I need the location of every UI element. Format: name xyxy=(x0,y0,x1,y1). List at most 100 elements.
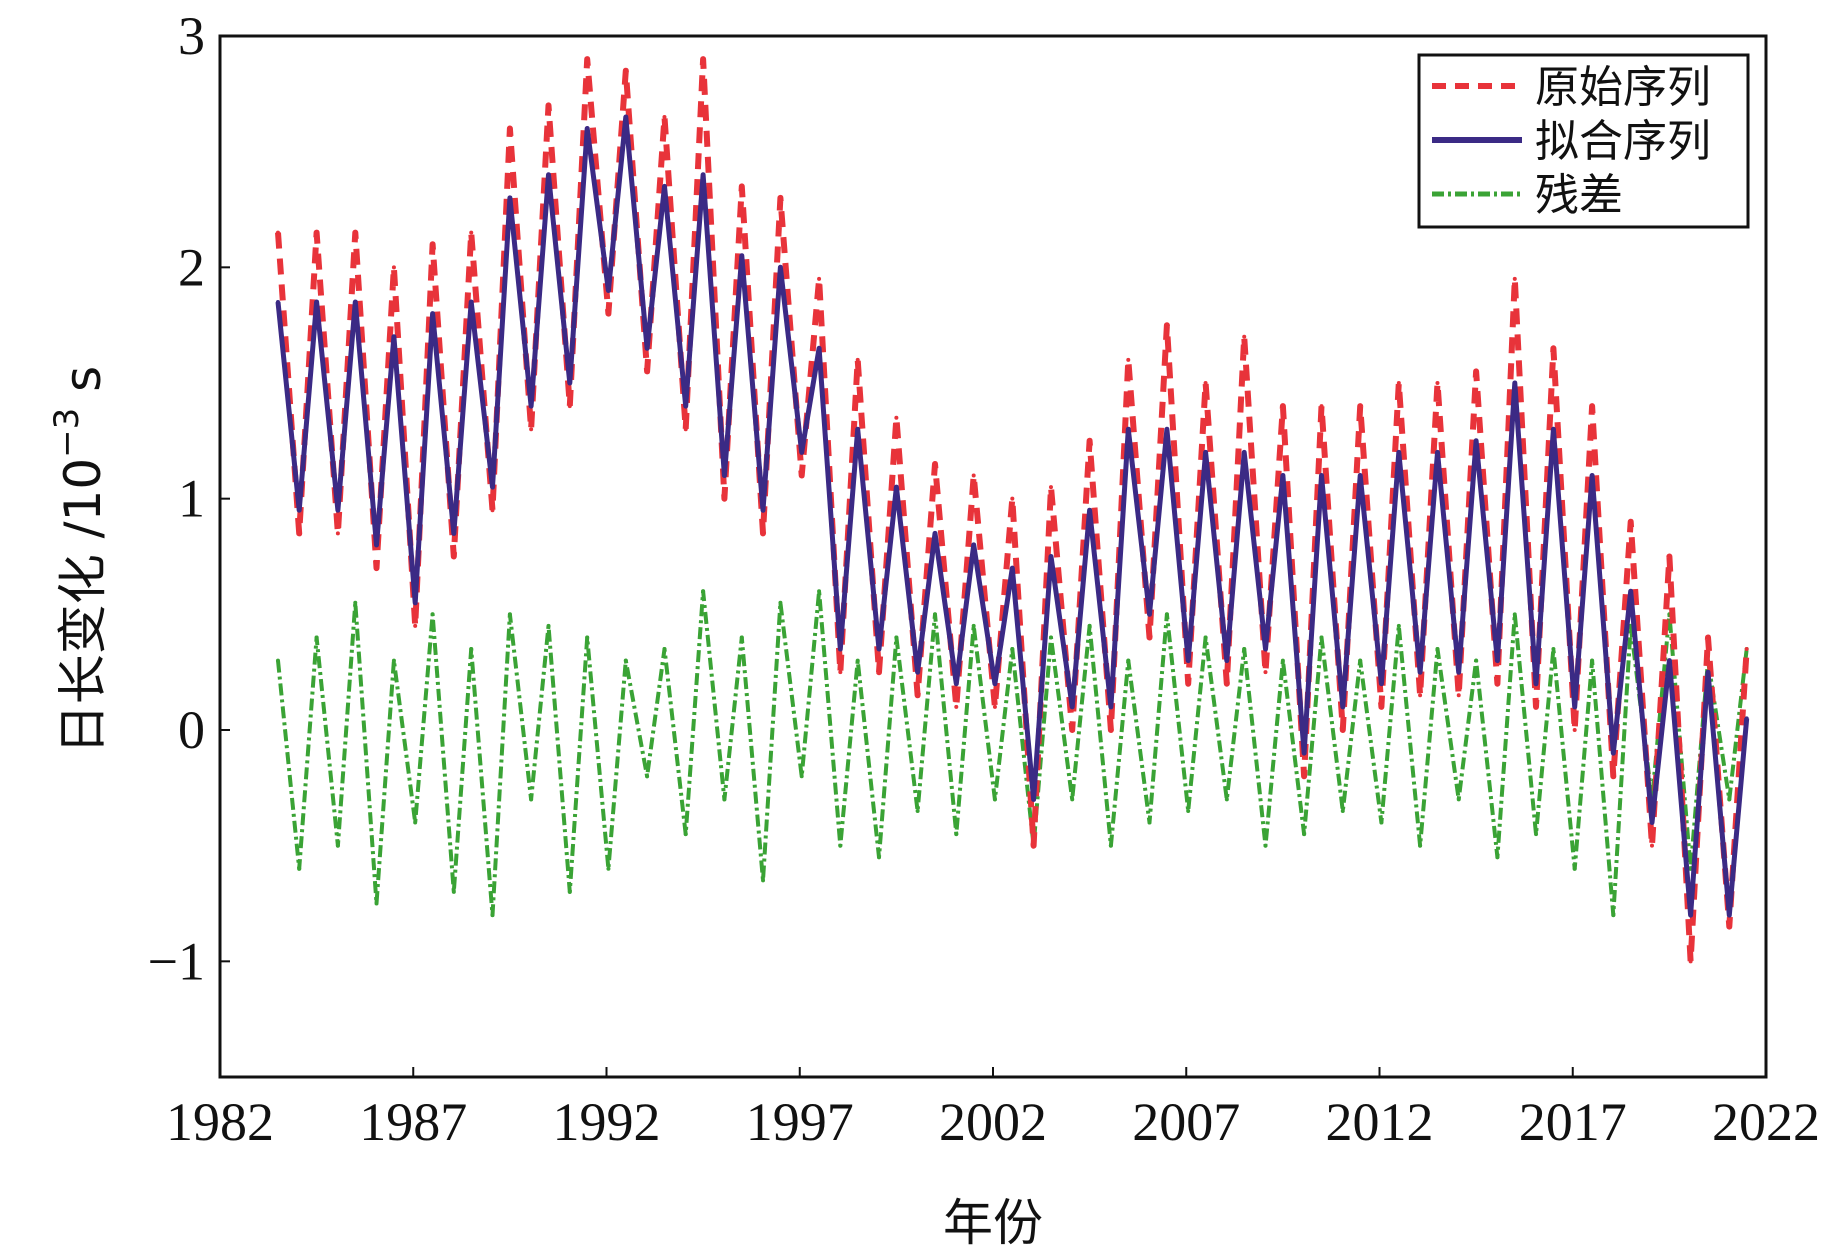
data-point-fitted xyxy=(1379,681,1384,686)
data-point-original xyxy=(451,554,456,559)
data-point-residual xyxy=(529,797,534,802)
data-point-original xyxy=(585,57,590,62)
data-point-fitted xyxy=(1611,751,1616,756)
data-point-fitted xyxy=(1727,913,1732,918)
data-point-original xyxy=(546,103,551,108)
data-point-original xyxy=(1512,276,1517,281)
data-point-fitted xyxy=(1418,670,1423,675)
data-point-residual xyxy=(413,820,418,825)
data-point-fitted xyxy=(1628,589,1633,594)
data-point-original xyxy=(1147,635,1152,640)
data-point-original xyxy=(1495,681,1500,686)
data-point-fitted xyxy=(1010,566,1015,571)
data-point-fitted xyxy=(451,531,456,536)
data-point-fitted xyxy=(1224,658,1229,663)
data-point-original xyxy=(799,473,804,478)
x-tick-label: 1982 xyxy=(166,1092,274,1152)
data-point-original xyxy=(1534,704,1539,709)
data-point-original xyxy=(1203,381,1208,385)
data-point-original xyxy=(778,195,783,200)
data-point-fitted xyxy=(1551,427,1556,432)
data-point-residual xyxy=(817,589,822,594)
x-tick-label: 2012 xyxy=(1326,1092,1434,1152)
data-point-residual xyxy=(314,635,319,640)
data-point-original xyxy=(1070,728,1075,732)
data-point-residual xyxy=(1087,623,1092,628)
data-point-residual xyxy=(1186,808,1191,813)
data-point-fitted xyxy=(1031,797,1036,802)
data-point-residual xyxy=(855,658,860,663)
data-point-fitted xyxy=(954,681,959,686)
data-point-residual xyxy=(1280,658,1285,663)
data-point-original xyxy=(297,531,302,536)
data-point-fitted xyxy=(894,485,899,490)
data-point-fitted xyxy=(1456,670,1461,675)
data-point-original xyxy=(1108,728,1113,732)
data-point-original xyxy=(1186,681,1191,686)
data-point-fitted xyxy=(739,253,744,258)
data-point-original xyxy=(1126,357,1131,362)
data-point-residual xyxy=(507,612,512,617)
data-point-fitted xyxy=(1147,612,1152,617)
data-point-fitted xyxy=(1744,716,1749,721)
data-point-fitted xyxy=(645,346,650,351)
data-point-residual xyxy=(1340,808,1345,813)
data-point-original xyxy=(683,427,688,432)
legend: 原始序列 拟合序列 残差 xyxy=(1417,53,1750,229)
x-tick-label: 2002 xyxy=(939,1092,1047,1152)
data-point-residual xyxy=(275,658,280,663)
data-point-fitted xyxy=(1396,450,1401,455)
data-point-fitted xyxy=(1572,704,1577,709)
data-point-fitted xyxy=(1302,751,1307,756)
data-point-residual xyxy=(430,612,435,617)
data-point-residual xyxy=(971,623,976,628)
data-point-fitted xyxy=(1495,658,1500,663)
data-point-residual xyxy=(778,600,783,605)
data-point-residual xyxy=(1010,647,1015,652)
y-axis-label: 日长变化 /10−3 s xyxy=(47,366,112,754)
data-point-fitted xyxy=(297,508,302,513)
data-point-original xyxy=(391,265,396,270)
data-point-original xyxy=(1319,404,1324,409)
data-point-fitted xyxy=(1512,381,1517,385)
data-point-residual xyxy=(451,889,456,894)
data-point-original xyxy=(430,242,435,247)
data-point-fitted xyxy=(855,427,860,432)
data-point-residual xyxy=(722,797,727,802)
data-point-fitted xyxy=(335,508,340,513)
legend-label-residual: 残差 xyxy=(1535,170,1623,221)
data-point-original xyxy=(507,126,512,131)
data-point-fitted xyxy=(529,404,534,409)
data-point-residual xyxy=(683,832,688,837)
x-tick-label: 2022 xyxy=(1712,1092,1820,1152)
data-point-residual xyxy=(1611,913,1616,918)
data-point-residual xyxy=(662,647,667,652)
data-point-original xyxy=(1649,843,1654,848)
y-axis-label-main: 日长变化 /10 xyxy=(54,458,112,754)
data-point-original xyxy=(1164,323,1169,328)
data-point-residual xyxy=(915,808,920,813)
data-point-residual xyxy=(1534,832,1539,837)
x-axis-label: 年份 xyxy=(943,1194,1043,1252)
data-point-fitted xyxy=(971,542,976,547)
data-point-fitted xyxy=(507,195,512,200)
data-point-residual xyxy=(353,600,358,605)
data-point-fitted xyxy=(1688,913,1693,918)
data-point-residual xyxy=(606,866,611,871)
data-point-original xyxy=(567,404,572,409)
x-tick-label: 2007 xyxy=(1132,1092,1240,1152)
data-point-residual xyxy=(838,843,843,848)
data-point-original xyxy=(1048,485,1053,490)
data-point-fitted xyxy=(1087,508,1092,513)
data-point-original xyxy=(894,415,899,420)
data-point-original xyxy=(971,473,976,478)
data-point-original xyxy=(817,276,822,281)
data-point-original xyxy=(855,357,860,362)
data-point-fitted xyxy=(915,670,920,675)
data-point-fitted xyxy=(623,114,628,119)
data-point-residual xyxy=(585,635,590,640)
data-point-residual xyxy=(490,913,495,918)
data-point-residual xyxy=(876,855,881,860)
data-point-original xyxy=(1611,774,1616,779)
